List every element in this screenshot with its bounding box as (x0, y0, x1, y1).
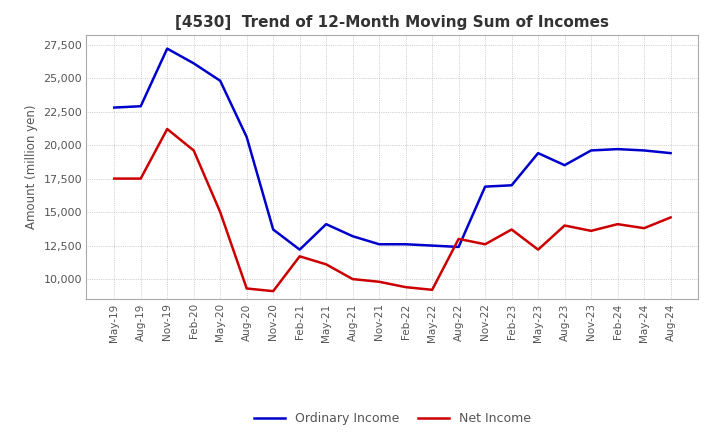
Net Income (375, 279, 384, 284)
Legend: Ordinary Income, Net Income: Ordinary Income, Net Income (248, 407, 536, 430)
Ordinary Income (640, 148, 649, 153)
Net Income (428, 287, 436, 293)
Net Income (216, 209, 225, 215)
Ordinary Income (666, 150, 675, 156)
Ordinary Income (348, 234, 357, 239)
Ordinary Income (295, 247, 304, 252)
Net Income (560, 223, 569, 228)
Net Income (110, 176, 119, 181)
Ordinary Income (560, 162, 569, 168)
Ordinary Income (375, 242, 384, 247)
Ordinary Income (163, 46, 171, 51)
Ordinary Income (454, 244, 463, 249)
Net Income (163, 126, 171, 132)
Net Income (243, 286, 251, 291)
Net Income (269, 289, 277, 294)
Ordinary Income (269, 227, 277, 232)
Ordinary Income (216, 78, 225, 84)
Net Income (613, 221, 622, 227)
Net Income (481, 242, 490, 247)
Ordinary Income (534, 150, 542, 156)
Ordinary Income (110, 105, 119, 110)
Line: Ordinary Income: Ordinary Income (114, 48, 670, 249)
Net Income (136, 176, 145, 181)
Net Income (295, 254, 304, 259)
Ordinary Income (508, 183, 516, 188)
Net Income (666, 215, 675, 220)
Net Income (189, 148, 198, 153)
Net Income (401, 285, 410, 290)
Net Income (348, 276, 357, 282)
Net Income (534, 247, 542, 252)
Ordinary Income (136, 103, 145, 109)
Ordinary Income (243, 134, 251, 139)
Net Income (640, 226, 649, 231)
Line: Net Income: Net Income (114, 129, 670, 291)
Y-axis label: Amount (million yen): Amount (million yen) (25, 105, 38, 229)
Net Income (587, 228, 595, 234)
Title: [4530]  Trend of 12-Month Moving Sum of Incomes: [4530] Trend of 12-Month Moving Sum of I… (176, 15, 609, 30)
Net Income (454, 236, 463, 242)
Ordinary Income (401, 242, 410, 247)
Ordinary Income (189, 61, 198, 66)
Ordinary Income (428, 243, 436, 248)
Net Income (322, 262, 330, 267)
Net Income (508, 227, 516, 232)
Ordinary Income (322, 221, 330, 227)
Ordinary Income (587, 148, 595, 153)
Ordinary Income (613, 147, 622, 152)
Ordinary Income (481, 184, 490, 189)
